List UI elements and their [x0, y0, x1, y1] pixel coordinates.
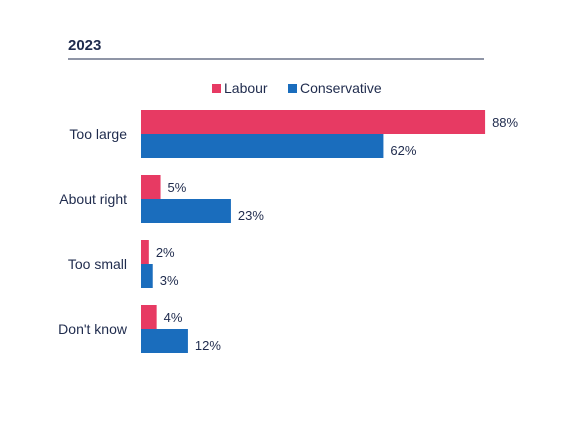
- legend: Labour Conservative: [212, 80, 382, 96]
- data-label-conservative: 62%: [390, 143, 416, 158]
- data-label-labour: 88%: [492, 115, 518, 130]
- category-label: Too large: [69, 126, 127, 142]
- data-label-conservative: 23%: [238, 208, 264, 223]
- bar-labour: [141, 110, 486, 134]
- category-label: Too small: [68, 256, 127, 272]
- bar-conservative: [141, 329, 188, 353]
- bar-labour: [141, 305, 157, 329]
- legend-label-conservative: Conservative: [300, 80, 382, 96]
- bar-labour: [141, 175, 161, 199]
- chart-title: 2023: [68, 37, 101, 54]
- legend-swatch-conservative: [288, 84, 297, 93]
- data-label-labour: 2%: [156, 245, 175, 260]
- category-label: About right: [59, 191, 127, 207]
- bar-labour: [141, 240, 149, 264]
- data-label-conservative: 3%: [160, 273, 179, 288]
- bar-conservative: [141, 264, 153, 288]
- legend-swatch-labour: [212, 84, 221, 93]
- data-label-labour: 4%: [164, 310, 183, 325]
- bar-conservative: [141, 199, 231, 223]
- data-label-labour: 5%: [168, 180, 187, 195]
- category-label: Don't know: [58, 321, 128, 337]
- legend-label-labour: Labour: [224, 80, 268, 96]
- plot-area: Too large 88% 62% About right 5% 23% Too small…: [58, 110, 519, 353]
- bar-conservative: [141, 134, 384, 158]
- data-label-conservative: 12%: [195, 338, 221, 353]
